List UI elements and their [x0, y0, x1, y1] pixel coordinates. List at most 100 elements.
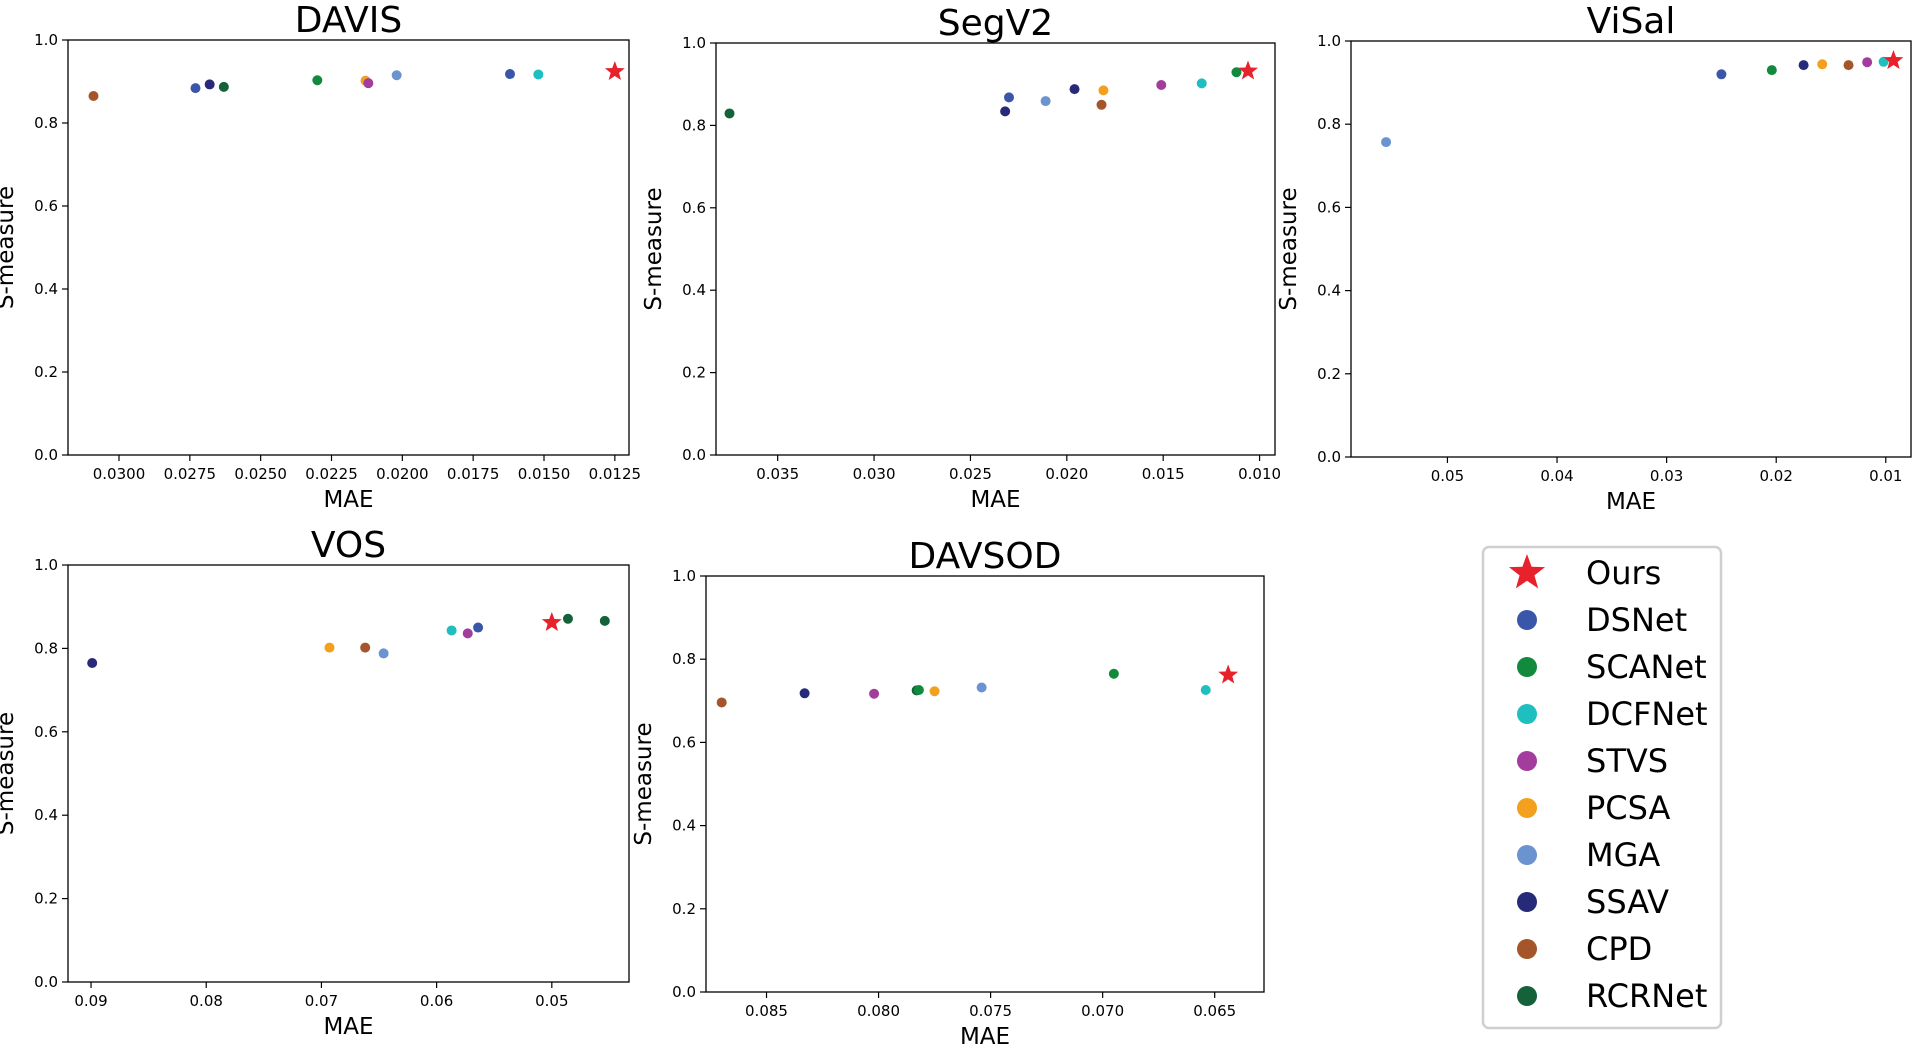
- x-axis-label: MAE: [970, 487, 1020, 513]
- legend-label: MGA: [1586, 836, 1660, 874]
- y-tick-label: 0.2: [672, 900, 696, 918]
- data-point-scanet: [312, 75, 323, 86]
- x-tick-label: 0.02: [1760, 467, 1793, 485]
- data-point-scanet: [1231, 67, 1242, 78]
- x-tick-label: 0.025: [949, 465, 992, 483]
- legend-label: SSAV: [1586, 883, 1669, 921]
- data-point-ours: [1238, 60, 1258, 80]
- y-tick-label: 0.2: [34, 890, 58, 908]
- y-tick-label: 0.6: [672, 733, 696, 751]
- legend-label: RCRNet: [1586, 977, 1707, 1015]
- x-tick-label: 0.0300: [93, 465, 146, 483]
- legend-circle-marker: [1517, 892, 1537, 912]
- chart-davsod: DAVSOD 0.085 0.080 0.075 0.070 0.065 0.0 0.2 0.4…: [631, 536, 1265, 1048]
- data-point-ssav: [204, 79, 215, 90]
- y-tick-label: 0.4: [34, 280, 58, 298]
- data-point-scanet: [1766, 65, 1777, 76]
- legend-item-dcfnet: DCFNet: [1517, 695, 1708, 733]
- data-point-ssav: [87, 657, 98, 668]
- data-point-mga: [1040, 96, 1051, 107]
- y-axis-label: S-measure: [0, 712, 19, 835]
- x-tick-label: 0.0200: [376, 465, 429, 483]
- data-point-pcsa: [324, 642, 335, 653]
- data-point-mga: [378, 648, 389, 659]
- data-point-scanet: [1108, 668, 1119, 679]
- plot-frame: [715, 42, 1276, 456]
- data-point-ours: [541, 612, 562, 632]
- x-tick-label: 0.03: [1650, 467, 1683, 485]
- x-axis-label: MAE: [960, 1024, 1010, 1048]
- y-tick-label: 1.0: [34, 31, 58, 49]
- y-tick-label: 0.8: [34, 114, 58, 132]
- chart-title: DAVSOD: [909, 536, 1062, 577]
- data-point-rcrnet: [599, 615, 610, 626]
- data-point-stvs: [363, 78, 374, 89]
- x-tick-label: 0.020: [1045, 465, 1088, 483]
- y-tick-label: 0.6: [682, 199, 706, 217]
- x-tick-label: 0.035: [756, 465, 799, 483]
- x-tick-label: 0.09: [74, 992, 107, 1010]
- x-tick-label: 0.080: [857, 1002, 900, 1020]
- legend-circle-marker: [1517, 704, 1537, 724]
- x-tick-label: 0.010: [1238, 465, 1281, 483]
- x-tick-label: 0.07: [305, 992, 338, 1010]
- data-point-ours: [1883, 50, 1904, 70]
- x-tick-label: 0.015: [1142, 465, 1185, 483]
- legend-item-cpd: CPD: [1517, 930, 1652, 968]
- y-tick-label: 0.4: [1317, 282, 1341, 300]
- y-axis-label: S-measure: [641, 187, 667, 310]
- y-tick-label: 0.8: [672, 650, 696, 668]
- legend-item-rcrnet: RCRNet: [1517, 977, 1707, 1015]
- legend-star-marker: [1508, 554, 1546, 589]
- x-axis-label: MAE: [1606, 489, 1656, 515]
- y-axis-label: S-measure: [1276, 187, 1302, 310]
- legend-circle-marker: [1517, 751, 1537, 771]
- x-tick-label: 0.030: [853, 465, 896, 483]
- data-point-ssav: [1069, 84, 1080, 95]
- legend-item-stvs: STVS: [1517, 742, 1668, 780]
- x-tick-label: 0.075: [969, 1002, 1012, 1020]
- legend-circle-marker: [1517, 986, 1537, 1006]
- legend-label: DSNet: [1586, 601, 1687, 639]
- data-point-cpd: [716, 697, 727, 708]
- plot-frame: [67, 564, 630, 983]
- data-point-cpd: [88, 91, 99, 102]
- y-tick-label: 1.0: [672, 567, 696, 585]
- x-tick-label: 0.065: [1193, 1002, 1236, 1020]
- y-tick-label: 0.6: [34, 723, 58, 741]
- chart-title: ViSal: [1587, 1, 1676, 42]
- plot-frame: [1350, 40, 1912, 458]
- legend-item-scanet: SCANet: [1517, 648, 1707, 686]
- data-point-rcrnet: [724, 108, 735, 119]
- legend-label: PCSA: [1586, 789, 1671, 827]
- y-tick-label: 0.4: [682, 281, 706, 299]
- data-point-dsnet: [1716, 69, 1727, 80]
- y-tick-label: 0.0: [672, 983, 696, 1001]
- data-point-cpd: [360, 642, 371, 653]
- data-point-mga: [391, 70, 402, 81]
- legend-circle-marker: [1517, 610, 1537, 630]
- data-point-dsnet: [190, 83, 201, 94]
- x-tick-label: 0.070: [1081, 1002, 1124, 1020]
- legend-circle-marker: [1517, 798, 1537, 818]
- y-tick-label: 0.2: [34, 363, 58, 381]
- y-tick-label: 1.0: [1317, 32, 1341, 50]
- y-tick-label: 0.2: [682, 364, 706, 382]
- data-point-pcsa: [1817, 59, 1828, 70]
- legend-label: STVS: [1586, 742, 1668, 780]
- data-point-ssav: [1798, 60, 1809, 71]
- data-point-stvs: [1156, 80, 1167, 91]
- legend-label: Ours: [1586, 554, 1661, 592]
- data-point-dcfnet: [1200, 684, 1211, 695]
- x-axis-label: MAE: [323, 1014, 373, 1040]
- chart-title: DAVIS: [295, 0, 403, 41]
- legend-label: CPD: [1586, 930, 1652, 968]
- y-tick-label: 0.0: [1317, 448, 1341, 466]
- chart-segv2: SegV2 0.035 0.030 0.025 0.020 0.015 0.010 0.0 0.…: [641, 3, 1281, 513]
- data-point-dcfnet: [446, 625, 457, 636]
- y-tick-label: 0.8: [1317, 115, 1341, 133]
- x-tick-label: 0.05: [535, 992, 568, 1010]
- data-point-rcrnet: [218, 81, 229, 92]
- y-tick-label: 0.0: [34, 446, 58, 464]
